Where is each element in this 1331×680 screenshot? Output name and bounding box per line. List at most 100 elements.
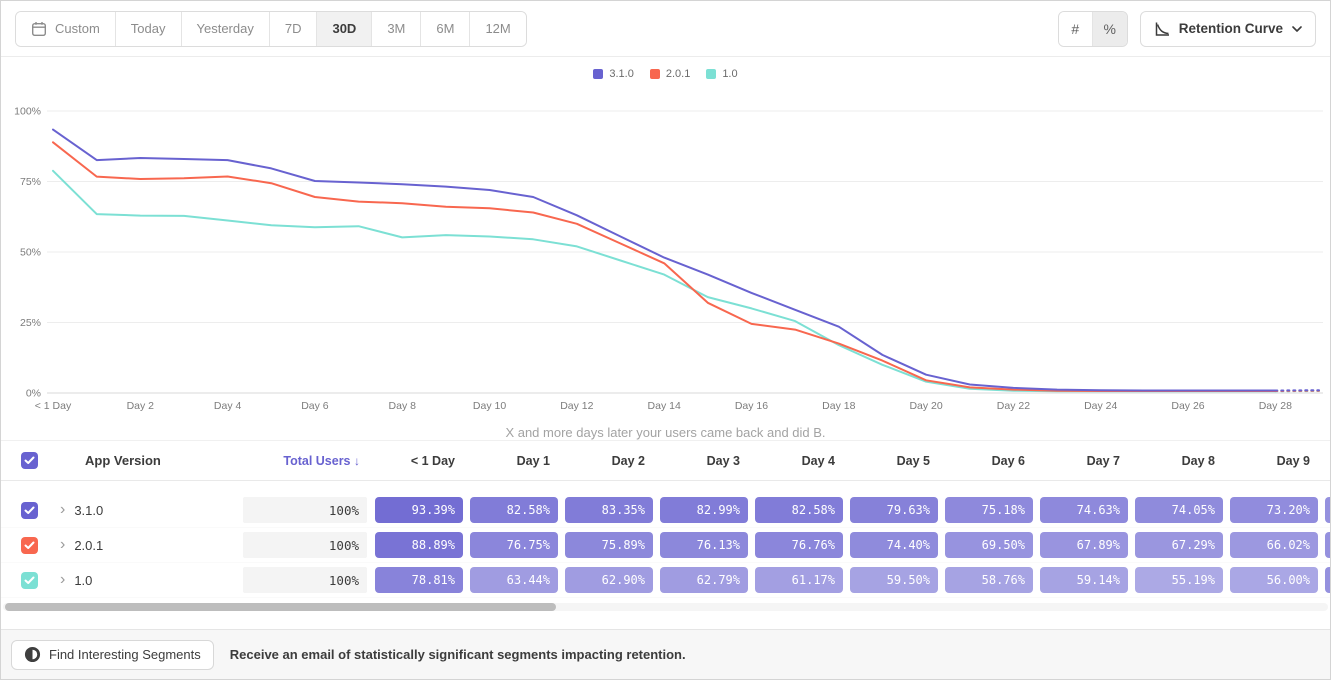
- row-version-cell[interactable]: › 3.1.0: [57, 502, 243, 518]
- day-cell: 56.00%: [1230, 567, 1325, 593]
- column-day[interactable]: Day 4: [801, 453, 835, 468]
- retention-cell-cutoff: [1325, 532, 1330, 558]
- chart-legend: 3.1.0 2.0.1 1.0: [1, 61, 1330, 87]
- column-total-users[interactable]: Total Users ↓: [243, 454, 375, 468]
- date-range-7d[interactable]: 7D: [269, 11, 318, 46]
- legend-item-3.1.0[interactable]: 3.1.0: [593, 68, 634, 80]
- column-day[interactable]: Day 9: [1276, 453, 1310, 468]
- retention-cell: 82.58%: [470, 497, 558, 523]
- date-range-label: Today: [130, 21, 166, 36]
- x-axis-label: Day 2: [127, 400, 155, 412]
- day-cell: 58.76%: [945, 567, 1040, 593]
- column-day[interactable]: Day 7: [1086, 453, 1120, 468]
- scrollbar-track[interactable]: [3, 603, 1328, 611]
- expand-chevron-icon[interactable]: ›: [60, 571, 66, 588]
- retention-cell: 74.05%: [1135, 497, 1223, 523]
- horizontal-scrollbar[interactable]: [3, 602, 1328, 612]
- date-range-12m[interactable]: 12M: [470, 11, 526, 46]
- legend-swatch: [649, 69, 660, 79]
- y-axis-label: 100%: [14, 106, 41, 118]
- column-day[interactable]: Day 2: [611, 453, 645, 468]
- retention-cell: 75.18%: [945, 497, 1033, 523]
- retention-cell: 75.89%: [565, 532, 653, 558]
- column-day[interactable]: Day 5: [896, 453, 930, 468]
- date-range-yesterday[interactable]: Yesterday: [181, 11, 270, 46]
- scrollbar-thumb[interactable]: [5, 603, 556, 611]
- column-day[interactable]: Day 3: [706, 453, 740, 468]
- date-range-30d[interactable]: 30D: [317, 11, 373, 46]
- day-cell: 62.90%: [565, 567, 660, 593]
- row-checkbox-1.0[interactable]: [20, 571, 38, 589]
- day-cell: 74.40%: [850, 532, 945, 558]
- day-cell: 73.20%: [1230, 497, 1325, 523]
- total-users-cell: 100%: [243, 497, 367, 523]
- x-axis-label: Day 4: [214, 400, 242, 412]
- day-cell: 83.35%: [565, 497, 660, 523]
- select-all-checkbox[interactable]: [20, 452, 38, 469]
- day-cell: 59.50%: [850, 567, 945, 593]
- retention-cell: 63.44%: [470, 567, 558, 593]
- date-range-6m[interactable]: 6M: [421, 11, 471, 46]
- row-version-cell[interactable]: › 1.0: [57, 572, 243, 588]
- day-cell: 55.19%: [1135, 567, 1230, 593]
- row-checkbox-3.1.0[interactable]: [20, 501, 38, 519]
- retention-cell: 82.99%: [660, 497, 748, 523]
- find-interesting-segments-button[interactable]: Find Interesting Segments: [11, 639, 214, 670]
- toolbar-right-controls: #% Retention Curve: [1057, 10, 1316, 47]
- table-header-row: App Version Total Users ↓ < 1 Day Day 1 Da…: [1, 441, 1330, 481]
- x-axis-label: Day 12: [560, 400, 593, 412]
- retention-cell: 76.76%: [755, 532, 843, 558]
- series-line-3.1.0: [52, 128, 1277, 392]
- absolute-numbers-button[interactable]: #: [1058, 11, 1093, 46]
- percentages-button[interactable]: %: [1092, 11, 1127, 46]
- date-range-today[interactable]: Today: [115, 11, 182, 46]
- row-checkbox-cell: [1, 536, 57, 554]
- legend-swatch: [706, 69, 717, 79]
- retention-cell: 74.40%: [850, 532, 938, 558]
- legend-label: 3.1.0: [609, 68, 634, 80]
- retention-cell: 58.76%: [945, 567, 1033, 593]
- retention-cell: 59.50%: [850, 567, 938, 593]
- column-app-version[interactable]: App Version: [57, 453, 243, 468]
- column-day[interactable]: Day 1: [516, 453, 550, 468]
- legend-item-2.0.1[interactable]: 2.0.1: [649, 68, 690, 80]
- calendar-icon: [32, 21, 47, 36]
- date-range-label: 6M: [436, 21, 455, 36]
- table-row: › 2.0.1 100% 88.89% 76.75% 75.89% 76.13% 76.76%…: [1, 528, 1330, 563]
- row-version-cell[interactable]: › 2.0.1: [57, 537, 243, 553]
- row-checkbox-2.0.1[interactable]: [20, 536, 38, 554]
- legend-item-1.0[interactable]: 1.0: [706, 68, 738, 80]
- day-cell-cutoff: [1325, 497, 1330, 523]
- expand-chevron-icon[interactable]: ›: [60, 501, 66, 518]
- date-range-label: 3M: [387, 21, 406, 36]
- expand-chevron-icon[interactable]: ›: [60, 536, 66, 553]
- x-axis-label: Day 14: [648, 400, 681, 412]
- retention-cell: 67.89%: [1040, 532, 1128, 558]
- x-axis-label: Day 16: [735, 400, 768, 412]
- date-range-custom[interactable]: Custom: [16, 11, 116, 46]
- find-interesting-segments-label: Find Interesting Segments: [49, 647, 201, 662]
- chart-caption: X and more days later your users came ba…: [505, 425, 826, 440]
- day-cell: 69.50%: [945, 532, 1040, 558]
- column-day[interactable]: Day 6: [991, 453, 1025, 468]
- legend-swatch: [593, 69, 604, 79]
- retention-cell-cutoff: [1325, 497, 1330, 523]
- day-cell: 76.13%: [660, 532, 755, 558]
- day-cell: 88.89%: [375, 532, 470, 558]
- day-cell: 63.44%: [470, 567, 565, 593]
- date-range-3m[interactable]: 3M: [372, 11, 422, 46]
- retention-cell-cutoff: [1325, 567, 1330, 593]
- retention-cell: 76.75%: [470, 532, 558, 558]
- table-row: › 3.1.0 100% 93.39% 82.58% 83.35% 82.99% 82.58%…: [1, 493, 1330, 528]
- column-day[interactable]: < 1 Day: [410, 453, 455, 468]
- date-range-group: Custom Today Yesterday 7D 30D 3M 6M 12M: [15, 10, 527, 47]
- view-type-dropdown[interactable]: Retention Curve: [1139, 10, 1316, 47]
- total-users-cell-wrap: 100%: [243, 567, 375, 593]
- view-type-label: Retention Curve: [1178, 21, 1283, 36]
- column-day[interactable]: Day 8: [1181, 453, 1215, 468]
- retention-cell: 76.13%: [660, 532, 748, 558]
- app-version-label: 1.0: [74, 572, 93, 588]
- retention-cell: 93.39%: [375, 497, 463, 523]
- retention-cell: 73.20%: [1230, 497, 1318, 523]
